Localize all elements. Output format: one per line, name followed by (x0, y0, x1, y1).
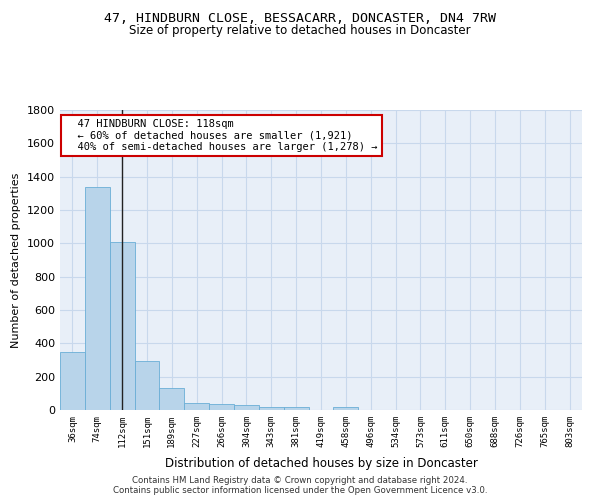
Bar (209, 404, 234, 410)
Bar (259, 406, 284, 410)
Text: Contains HM Land Registry data © Crown copyright and database right 2024.
Contai: Contains HM Land Registry data © Crown c… (113, 476, 487, 495)
Text: 47 HINDBURN CLOSE: 118sqm
  ← 60% of detached houses are smaller (1,921)
  40% o: 47 HINDBURN CLOSE: 118sqm ← 60% of detac… (65, 119, 378, 152)
Bar (334, 406, 358, 410)
Bar (184, 404, 209, 410)
Bar (110, 242, 134, 410)
Text: Distribution of detached houses by size in Doncaster: Distribution of detached houses by size … (164, 458, 478, 470)
Text: 47, HINDBURN CLOSE, BESSACARR, DONCASTER, DN4 7RW: 47, HINDBURN CLOSE, BESSACARR, DONCASTER… (104, 12, 496, 26)
Y-axis label: Number of detached properties: Number of detached properties (11, 172, 22, 348)
Bar (234, 405, 259, 410)
Bar (284, 407, 308, 410)
Bar (160, 388, 184, 410)
Bar (134, 361, 160, 410)
Text: Size of property relative to detached houses in Doncaster: Size of property relative to detached ho… (129, 24, 471, 37)
Bar (85, 186, 110, 410)
Bar (60, 352, 85, 410)
